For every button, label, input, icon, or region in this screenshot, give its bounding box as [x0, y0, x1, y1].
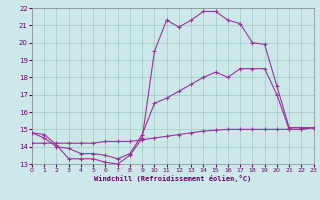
X-axis label: Windchill (Refroidissement éolien,°C): Windchill (Refroidissement éolien,°C) — [94, 175, 252, 182]
